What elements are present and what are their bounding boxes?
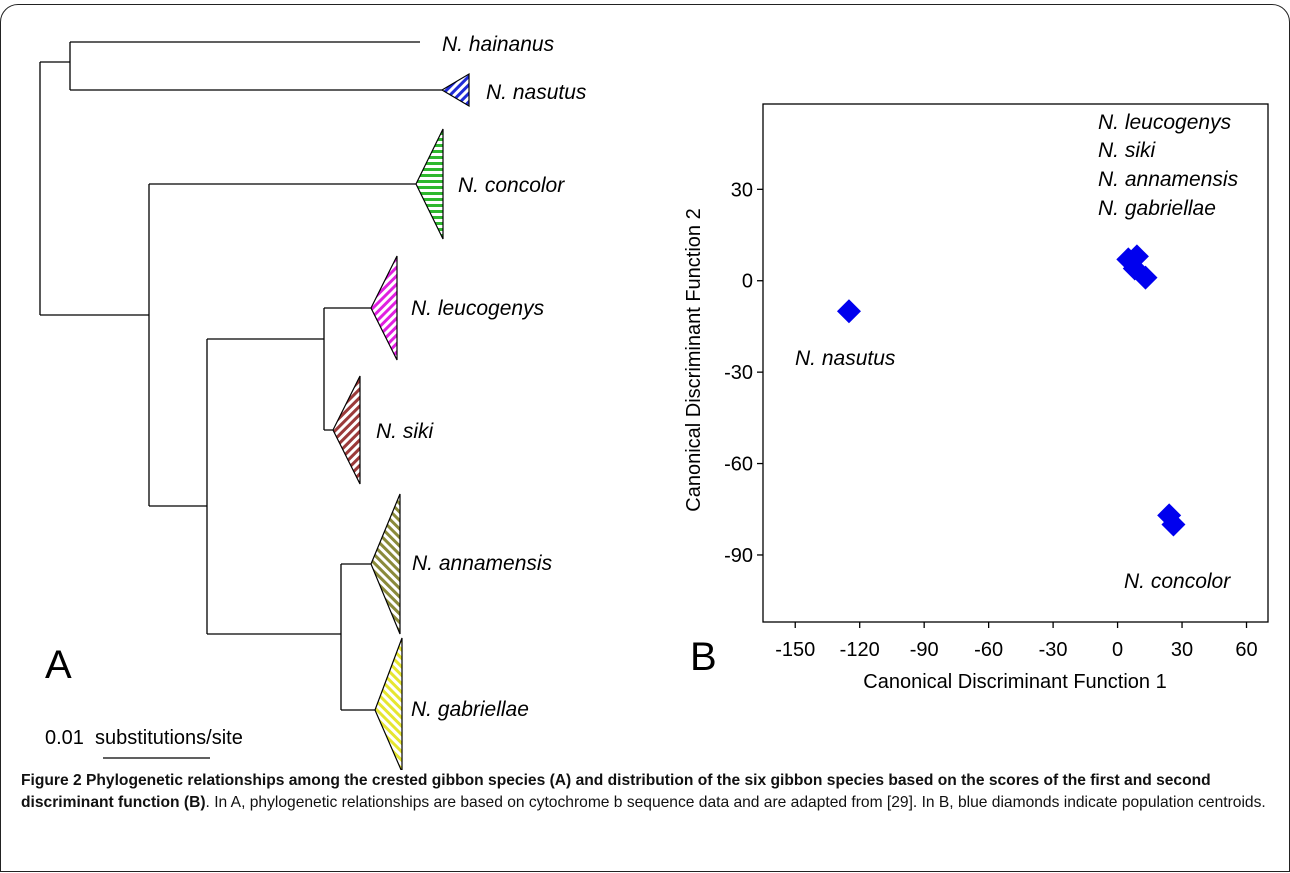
group-label-nasutus: N. nasutus xyxy=(795,347,896,370)
centroid-diamond xyxy=(836,299,861,324)
tree-branch xyxy=(340,563,375,711)
group-label-annamensis: N. annamensis xyxy=(1098,168,1239,191)
scatter-plot: -150 -120 -90 -60 -30 0 30 60 30 0 -30 -60 -90 Cano… xyxy=(683,103,1269,693)
x-tick-label: -30 xyxy=(1039,639,1068,661)
clade-triangle-concolor xyxy=(415,128,444,240)
x-tick-label: 0 xyxy=(1112,639,1123,661)
x-tick-label: -120 xyxy=(840,639,880,661)
tree-branch xyxy=(323,307,371,431)
figure-caption: Figure 2 Phylogenetic relationships amon… xyxy=(21,770,1276,814)
y-tick-label: -90 xyxy=(724,545,753,567)
scale-bar-value: 0.01 xyxy=(45,727,84,749)
caption-title: Phylogenetic relationships among the cre… xyxy=(21,772,1211,811)
tree-branch xyxy=(69,41,442,91)
group-label-leucogenys: N. leucogenys xyxy=(1098,111,1232,134)
x-tick-label: -60 xyxy=(974,639,1003,661)
taxon-labels: N. hainanus N. nasutus N. concolor N. le… xyxy=(376,33,587,721)
clade-triangles xyxy=(332,72,470,770)
y-axis-ticks: 30 0 -30 -60 -90 xyxy=(724,179,763,567)
taxon-label-annamensis: N. annamensis xyxy=(412,552,553,575)
centroid-markers xyxy=(836,244,1186,537)
group-label-concolor: N. concolor xyxy=(1124,570,1231,593)
taxon-label-leucogenys: N. leucogenys xyxy=(411,297,545,320)
taxon-label-concolor: N. concolor xyxy=(458,174,565,197)
taxon-label-siki: N. siki xyxy=(376,420,435,443)
tree-branch xyxy=(148,183,416,507)
y-axis-label: Canonical Discriminant Function 2 xyxy=(683,208,705,511)
caption-title-block: Figure 2 Phylogenetic relationships amon… xyxy=(21,772,1211,811)
group-label-siki: N. siki xyxy=(1098,139,1157,162)
x-tick-label: -90 xyxy=(910,639,939,661)
y-tick-label: -30 xyxy=(724,362,753,384)
x-tick-label: 60 xyxy=(1235,639,1257,661)
clade-triangle-leucogenys xyxy=(370,255,398,361)
scale-bar-unit: substitutions/site xyxy=(95,727,243,749)
taxon-label-hainanus: N. hainanus xyxy=(442,33,555,56)
plot-area xyxy=(762,103,1269,623)
taxon-label-gabriellae: N. gabriellae xyxy=(411,698,529,721)
figure-canvas: N. hainanus N. nasutus N. concolor N. le… xyxy=(39,33,1269,770)
y-tick-label: -60 xyxy=(724,454,753,476)
x-axis-ticks: -150 -120 -90 -60 -30 0 30 60 xyxy=(775,622,1258,661)
clade-triangle-gabriellae xyxy=(374,637,403,770)
taxon-label-nasutus: N. nasutus xyxy=(486,81,587,104)
group-label-list: N. leucogenys N. siki N. annamensis N. g… xyxy=(1098,111,1239,220)
x-tick-label: -150 xyxy=(775,639,815,661)
clade-triangle-siki xyxy=(332,375,361,485)
phylogenetic-tree xyxy=(39,41,442,711)
panel-a-label: A xyxy=(45,643,72,687)
panel-b-label: B xyxy=(690,635,717,679)
x-tick-label: 30 xyxy=(1171,639,1193,661)
clade-triangle-nasutus xyxy=(440,72,470,108)
centroid-diamond xyxy=(1133,265,1158,290)
y-tick-label: 0 xyxy=(742,271,753,293)
y-tick-label: 30 xyxy=(731,179,753,201)
group-label-gabriellae: N. gabriellae xyxy=(1098,197,1216,220)
tree-branch xyxy=(206,338,341,635)
clade-triangle-annamensis xyxy=(370,493,401,635)
caption-figure-label: Figure 2 xyxy=(21,772,82,789)
x-axis-label: Canonical Discriminant Function 1 xyxy=(863,671,1166,693)
scale-bar: 0.01 substitutions/site xyxy=(45,727,243,759)
tree-branch xyxy=(40,61,149,316)
caption-body: . In A, phylogenetic relationships are b… xyxy=(205,794,1266,811)
centroid-diamond xyxy=(1161,512,1186,537)
